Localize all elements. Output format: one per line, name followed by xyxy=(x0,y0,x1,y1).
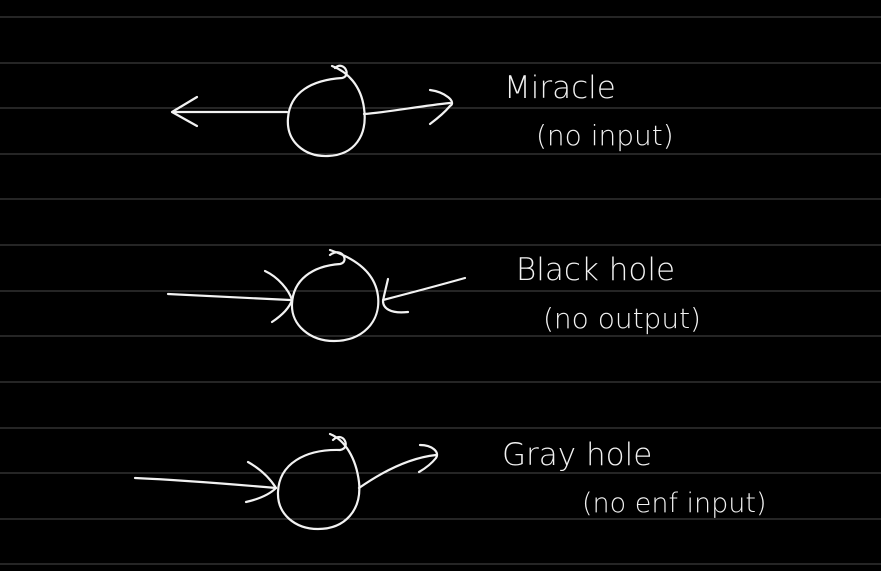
black-hole-title: Black hole xyxy=(516,252,675,288)
black-hole-right-input-arrow xyxy=(381,276,467,302)
miracle-left-arrowhead xyxy=(170,95,199,128)
black-hole-subtitle: (no output) xyxy=(543,302,701,335)
gray-hole-subtitle: (no enf input) xyxy=(582,488,767,519)
miracle-process-circle xyxy=(286,64,366,158)
gray-hole-process-circle xyxy=(276,432,361,531)
black-hole-process-circle xyxy=(290,248,380,343)
miracle-subtitle: (no input) xyxy=(536,119,674,152)
black-hole-right-arrowhead xyxy=(381,277,410,314)
gray-hole-output-arrow xyxy=(357,453,438,490)
miracle-right-output-arrow xyxy=(362,101,452,116)
gray-hole-input-arrowhead xyxy=(244,460,278,504)
miracle-right-arrowhead xyxy=(428,88,454,126)
black-hole-left-input-arrow xyxy=(166,292,292,302)
black-hole-left-arrowhead xyxy=(263,269,294,324)
miracle-diagram xyxy=(170,64,454,158)
gray-hole-input-arrow xyxy=(133,476,278,490)
miracle-title: Miracle xyxy=(504,70,616,106)
gray-hole-diagram xyxy=(133,432,439,531)
black-hole-diagram xyxy=(166,248,467,343)
gray-hole-title: Gray hole xyxy=(502,437,652,473)
gray-hole-output-arrowhead xyxy=(417,443,439,474)
